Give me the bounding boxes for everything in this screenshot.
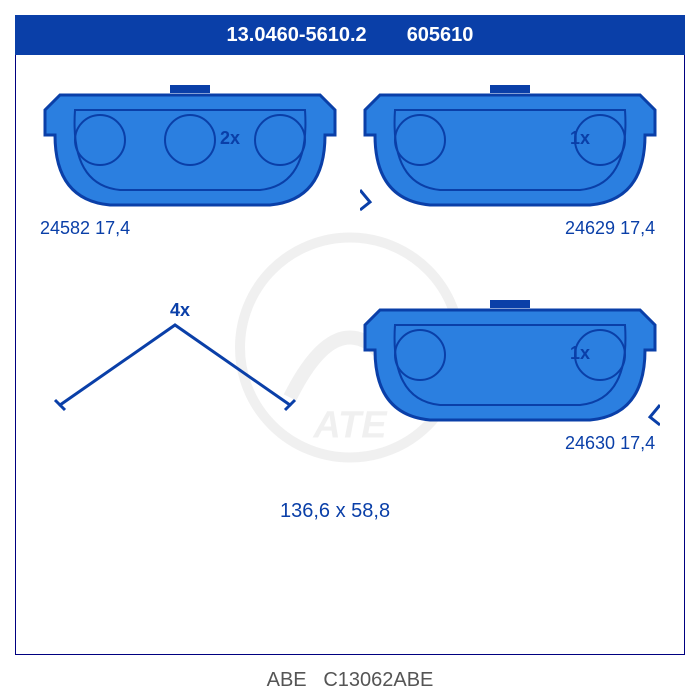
spring-qty: 4x: [170, 300, 190, 321]
pad-ref-top-right: 24629 17,4: [565, 218, 655, 239]
brake-pad-top-right: [360, 80, 660, 220]
footer-brand: ABE: [267, 669, 307, 691]
brake-pad-top-left: [40, 80, 340, 220]
header-band: 13.0460-5610.2 605610: [15, 15, 685, 55]
pad-qty-bottom-right: 1x: [570, 343, 590, 364]
pad-ref-bottom-right: 24630 17,4: [565, 433, 655, 454]
footer-sku: ABE C13062ABE: [267, 669, 434, 692]
pad-qty-top-right: 1x: [570, 128, 590, 149]
part-code: 605610: [407, 24, 474, 47]
brake-pad-bottom-right: [360, 295, 660, 435]
part-number: 13.0460-5610.2: [227, 24, 367, 47]
footer-code: C13062ABE: [323, 669, 433, 691]
pad-qty-top-left: 2x: [220, 128, 240, 149]
retainer-spring: [50, 310, 300, 425]
pad-ref-top-left: 24582 17,4: [40, 218, 130, 239]
overall-dimensions: 136,6 x 58,8: [280, 500, 390, 523]
